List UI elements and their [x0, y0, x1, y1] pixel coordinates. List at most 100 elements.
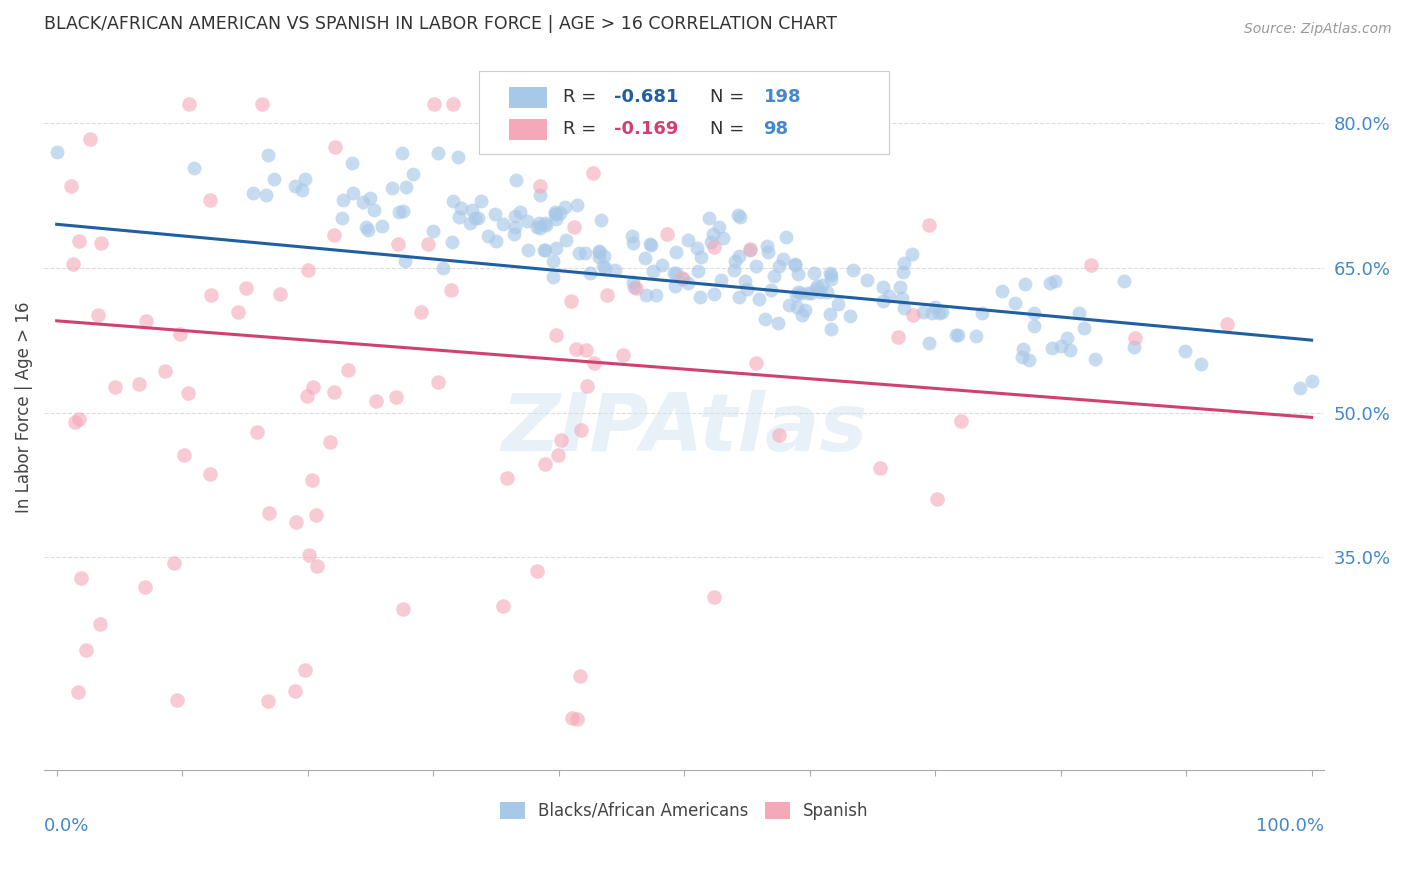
Point	[645, 288, 668, 302]
Point	[640, 237, 662, 252]
Point	[60, 178, 83, 193]
Point	[768, 259, 790, 273]
Point	[526, 220, 548, 235]
Point	[1018, 352, 1040, 367]
Point	[703, 286, 725, 301]
Point	[554, 200, 576, 214]
Point	[423, 96, 446, 111]
Point	[918, 219, 941, 233]
Point	[496, 471, 519, 485]
Point	[104, 380, 127, 394]
Point	[285, 515, 308, 529]
Point	[638, 237, 661, 252]
Point	[763, 269, 786, 284]
Point	[439, 284, 461, 298]
Point	[533, 457, 555, 471]
Point	[676, 277, 699, 291]
Point	[1011, 350, 1033, 364]
Point	[946, 328, 969, 343]
Y-axis label: In Labor Force | Age > 16: In Labor Force | Age > 16	[15, 302, 32, 514]
Point	[565, 197, 588, 211]
Point	[820, 321, 842, 335]
Point	[623, 275, 645, 289]
Point	[901, 247, 924, 261]
Point	[402, 167, 425, 181]
Point	[298, 548, 321, 562]
Point	[544, 327, 567, 342]
Text: -0.681: -0.681	[614, 88, 678, 106]
Point	[395, 180, 418, 194]
Point	[467, 211, 489, 225]
Point	[703, 240, 725, 254]
Point	[787, 285, 810, 300]
Point	[441, 194, 464, 209]
Point	[363, 202, 385, 217]
Point	[626, 280, 648, 294]
Point	[332, 193, 354, 207]
Point	[69, 571, 91, 585]
Point	[371, 219, 394, 233]
Point	[889, 279, 911, 293]
Point	[728, 210, 751, 224]
Point	[808, 285, 831, 299]
Point	[297, 389, 319, 403]
Point	[301, 474, 323, 488]
Point	[887, 330, 910, 344]
Point	[1004, 295, 1026, 310]
Point	[432, 261, 454, 276]
Point	[651, 258, 673, 272]
Point	[686, 264, 709, 278]
Point	[612, 348, 634, 362]
Point	[177, 386, 200, 401]
Text: Source: ZipAtlas.com: Source: ZipAtlas.com	[1244, 22, 1392, 37]
Point	[1301, 374, 1323, 388]
Point	[323, 139, 346, 153]
Point	[738, 242, 761, 256]
Point	[965, 328, 987, 343]
Point	[806, 278, 828, 293]
Point	[1040, 342, 1063, 356]
Text: BLACK/AFRICAN AMERICAN VS SPANISH IN LABOR FORCE | AGE > 16 CORRELATION CHART: BLACK/AFRICAN AMERICAN VS SPANISH IN LAB…	[44, 15, 837, 33]
Point	[548, 206, 571, 220]
Point	[342, 186, 364, 200]
Point	[724, 254, 747, 268]
Point	[766, 316, 789, 330]
Point	[582, 166, 605, 180]
Point	[728, 249, 751, 263]
Text: N =: N =	[710, 88, 749, 106]
Point	[1080, 258, 1102, 272]
Point	[544, 212, 567, 227]
Point	[485, 234, 508, 248]
Point	[713, 231, 735, 245]
Point	[226, 305, 249, 319]
Point	[198, 193, 221, 207]
Point	[503, 219, 526, 234]
Point	[856, 273, 879, 287]
Point	[794, 303, 817, 318]
Point	[1045, 274, 1067, 288]
Point	[443, 96, 465, 111]
Point	[806, 283, 828, 297]
Point	[534, 244, 557, 258]
Text: 98: 98	[763, 120, 789, 138]
Point	[785, 288, 807, 302]
Text: N =: N =	[710, 120, 749, 138]
Point	[492, 218, 515, 232]
Text: -0.169: -0.169	[614, 120, 678, 138]
Text: R =: R =	[562, 88, 602, 106]
Point	[893, 255, 915, 269]
Point	[1039, 276, 1062, 290]
FancyBboxPatch shape	[479, 71, 889, 154]
Point	[1059, 343, 1081, 357]
Point	[544, 207, 567, 221]
Point	[183, 161, 205, 176]
Point	[945, 327, 967, 342]
Point	[1069, 306, 1091, 320]
Point	[257, 694, 280, 708]
Point	[461, 203, 484, 218]
Point	[924, 300, 946, 314]
Point	[359, 191, 381, 205]
Point	[134, 581, 156, 595]
Point	[800, 285, 823, 300]
Point	[754, 312, 776, 326]
